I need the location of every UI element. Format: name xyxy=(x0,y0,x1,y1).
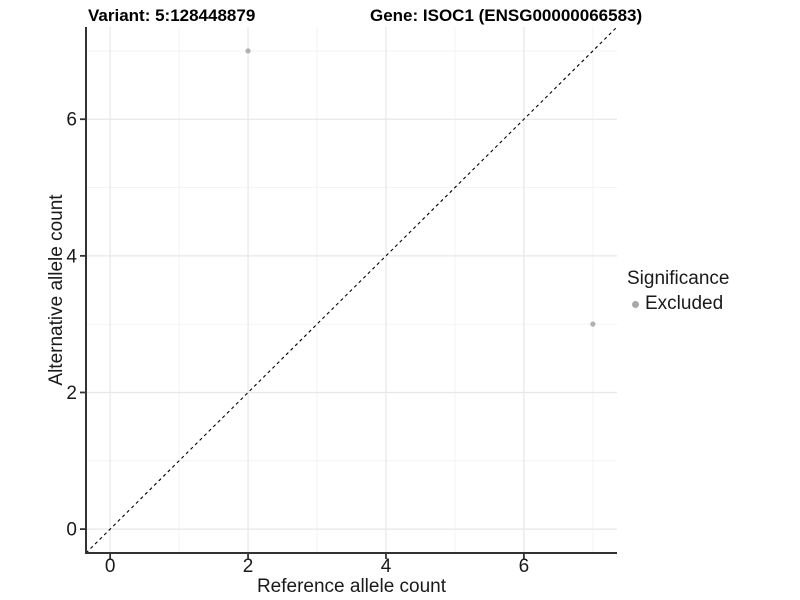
legend-item-excluded: Excluded xyxy=(627,293,729,315)
data-point xyxy=(590,321,596,327)
x-tick-label: 0 xyxy=(105,556,116,577)
y-tick-label: 6 xyxy=(66,110,77,131)
x-tick-label: 6 xyxy=(519,556,530,577)
y-tick-label: 4 xyxy=(66,246,77,267)
excluded-point-icon xyxy=(632,300,639,308)
legend-title: Significance xyxy=(627,268,730,289)
x-tick-label: 2 xyxy=(243,556,254,577)
variant-title: Variant: 5:128448879 xyxy=(88,6,256,25)
legend: Significance Excluded xyxy=(627,268,729,315)
y-tick-label: 2 xyxy=(66,383,77,404)
data-point xyxy=(245,48,251,54)
y-tick-label: 0 xyxy=(66,520,77,541)
legend-item-label: Excluded xyxy=(645,293,724,314)
x-axis-title: Reference allele count xyxy=(256,576,447,597)
x-tick-label: 4 xyxy=(381,556,392,577)
gene-title: Gene: ISOC1 (ENSG00000066583) xyxy=(370,6,643,25)
identity-line xyxy=(85,26,618,554)
y-axis-title: Alternative allele count xyxy=(46,194,67,386)
